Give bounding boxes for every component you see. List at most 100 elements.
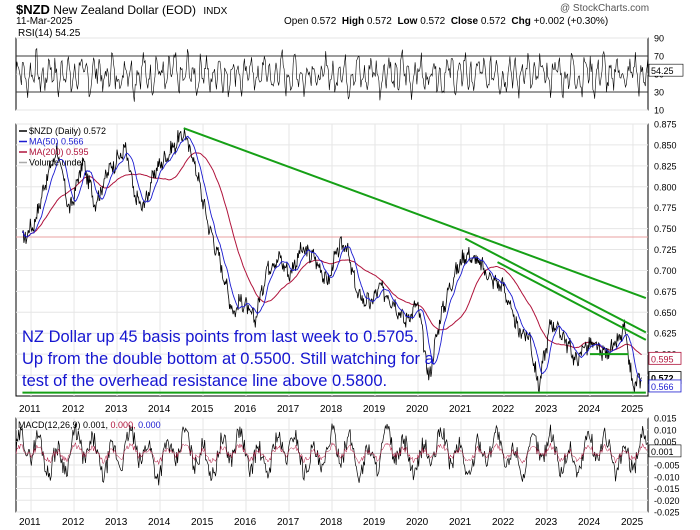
low-value: 0.572 <box>420 16 446 27</box>
rsi-series-line <box>15 47 649 102</box>
macd-legend: MACD(12,26,9) 0.001, 0.000, 0.000 <box>18 420 161 430</box>
high-value: 0.572 <box>366 16 392 27</box>
chart-date: 11-Mar-2025 <box>16 16 73 27</box>
low-label: Low <box>397 16 418 27</box>
ma200-line <box>21 152 642 356</box>
ma50-line <box>22 135 642 382</box>
trendline <box>464 237 647 334</box>
annotation-text: NZ Dollar up 45 basis points from last w… <box>22 326 542 392</box>
x-tick-label: 2023 <box>535 517 558 528</box>
rsi-last-label: 54.25 <box>651 66 674 76</box>
macd-last-label: 0.001 <box>651 447 674 457</box>
macd-last-box <box>648 444 682 458</box>
macd-legend-part: MACD(12,26,9) 0.001, <box>18 420 111 430</box>
price-tick-label: 0.825 <box>654 161 677 171</box>
x-tick-label: 2014 <box>148 404 171 415</box>
price-tick-label: 0.700 <box>654 266 677 276</box>
rsi-tick-label: 30 <box>654 88 664 98</box>
rsi-tick-label: 10 <box>654 106 664 116</box>
price-tick-label: 0.750 <box>654 224 677 234</box>
rsi-tick-label: 70 <box>654 52 664 62</box>
macd-tick-label: 0.010 <box>654 425 677 435</box>
macd-legend-part: 0.000 <box>138 420 161 430</box>
x-tick-label: 2024 <box>578 517 601 528</box>
exchange: INDX <box>203 6 228 17</box>
rsi-tick-label: 90 <box>654 34 664 44</box>
symbol-name: New Zealand Dollar (EOD) <box>53 3 197 17</box>
watermark: @ StockCharts.com <box>560 3 650 14</box>
x-tick-label: 2012 <box>62 404 85 415</box>
x-tick-label: 2021 <box>449 404 472 415</box>
x-tick-label: 2017 <box>277 404 300 415</box>
x-tick-label: 2011 <box>19 404 41 415</box>
x-tick-label: 2015 <box>191 517 214 528</box>
x-tick-label: 2017 <box>277 517 300 528</box>
price-tick-label: 0.625 <box>654 329 677 339</box>
x-tick-label: 2022 <box>492 404 515 415</box>
x-tick-label: 2014 <box>148 517 171 528</box>
close-value: 0.572 <box>480 16 506 27</box>
x-tick-label: 2018 <box>320 404 343 415</box>
high-label: High <box>341 16 365 27</box>
x-tick-label: 2011 <box>19 517 41 528</box>
legend-entry: $NZD (Daily) 0.572 <box>29 126 106 136</box>
x-tick-label: 2016 <box>234 517 257 528</box>
symbol: $NZD <box>16 2 50 17</box>
x-tick-label: 2024 <box>578 404 601 415</box>
rsi-legend: RSI(14) 54.25 <box>18 28 81 39</box>
x-tick-label: 2018 <box>320 517 343 528</box>
chg-label: Chg <box>511 16 531 27</box>
x-tick-label: 2019 <box>363 517 386 528</box>
x-tick-label: 2023 <box>535 404 558 415</box>
price-tick-label: 0.675 <box>654 287 677 297</box>
macd-tick-label: -0.015 <box>654 484 680 494</box>
macd-tick-label: -0.020 <box>654 496 680 506</box>
annotation-line: Up from the double bottom at 0.5500. Sti… <box>22 350 434 368</box>
price-tick-label: 0.650 <box>654 308 677 318</box>
x-tick-label: 2025 <box>621 404 644 415</box>
trendline <box>497 261 647 341</box>
x-tick-label: 2022 <box>492 517 515 528</box>
trendline <box>183 127 647 300</box>
legend-entry: MA(50) 0.566 <box>29 137 84 147</box>
ma200-last-box <box>648 351 682 365</box>
price-line <box>22 129 642 393</box>
macd-tick-label: 0.015 <box>654 414 677 424</box>
ma50-last-label: 0.566 <box>651 382 674 392</box>
legend-entry: MA(200) 0.595 <box>29 147 89 157</box>
rsi-last-box <box>648 63 684 77</box>
legend-entry: Volume undef <box>29 158 85 168</box>
ohlc-readout: Open 0.572 High 0.572 Low 0.572 Close 0.… <box>284 16 608 27</box>
chg-value: +0.002 (+0.30%) <box>533 16 609 27</box>
x-tick-label: 2013 <box>105 517 128 528</box>
chart-title: $NZD New Zealand Dollar (EOD) INDX <box>16 2 227 17</box>
x-tick-label: 2013 <box>105 404 128 415</box>
x-tick-label: 2021 <box>449 517 472 528</box>
price-tick-label: 0.725 <box>654 245 677 255</box>
x-tick-label: 2019 <box>363 404 386 415</box>
macd-legend-part: 0.000, <box>111 420 139 430</box>
x-tick-label: 2020 <box>406 404 429 415</box>
price-tick-label: 0.775 <box>654 203 677 213</box>
x-tick-label: 2012 <box>62 517 85 528</box>
close-label: Close <box>450 16 479 27</box>
ma50-last-box <box>648 379 682 393</box>
annotation-line: test of the overhead resistance line abo… <box>22 372 388 390</box>
price-last-label: 0.572 <box>651 374 674 384</box>
price-tick-label: 0.850 <box>654 140 677 150</box>
macd-tick-label: -0.005 <box>654 461 680 471</box>
macd-tick-label: -0.025 <box>654 508 680 518</box>
open-value: 0.572 <box>311 16 337 27</box>
macd-signal-line <box>15 441 649 465</box>
open-label: Open <box>284 16 309 27</box>
macd-tick-label: -0.010 <box>654 472 680 482</box>
macd-line <box>15 423 649 486</box>
x-tick-label: 2016 <box>234 404 257 415</box>
x-tick-label: 2015 <box>191 404 214 415</box>
ma200-last-label: 0.595 <box>651 354 674 364</box>
macd-tick-label: 0.005 <box>654 437 677 447</box>
annotation-line: NZ Dollar up 45 basis points from last w… <box>22 328 419 346</box>
x-tick-label: 2025 <box>621 517 644 528</box>
price-tick-label: 0.800 <box>654 182 677 192</box>
